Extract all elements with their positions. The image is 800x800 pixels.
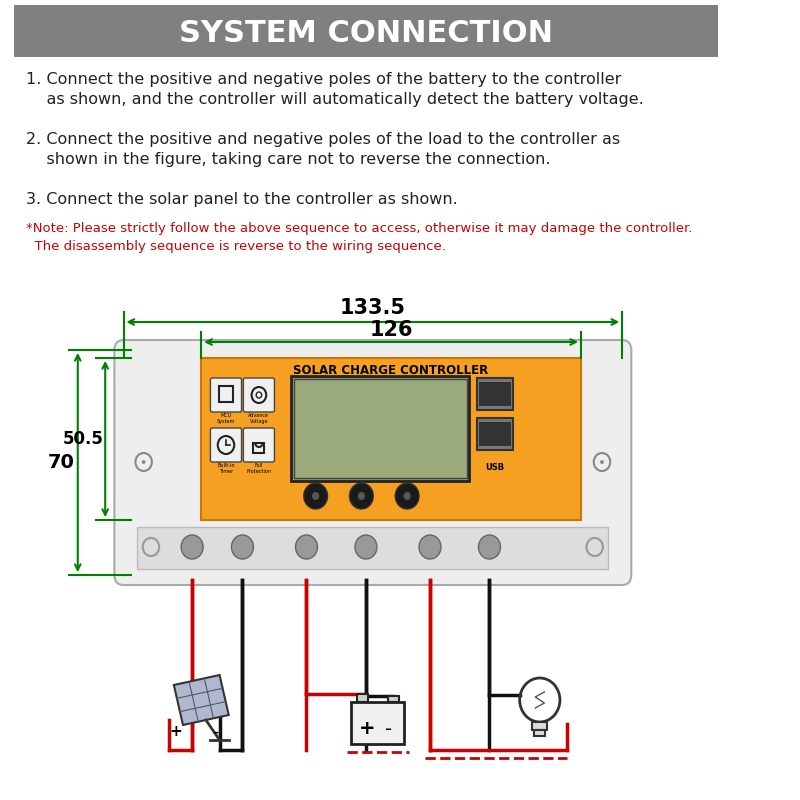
- Bar: [291, 376, 470, 481]
- Bar: [477, 378, 514, 410]
- Text: +: +: [170, 725, 182, 739]
- FancyBboxPatch shape: [114, 340, 631, 585]
- Circle shape: [419, 535, 441, 559]
- Bar: [477, 418, 514, 450]
- Bar: [138, 527, 609, 569]
- FancyBboxPatch shape: [210, 378, 242, 412]
- Circle shape: [304, 483, 327, 509]
- Text: Built-in
Timer: Built-in Timer: [218, 463, 234, 474]
- Text: -: -: [212, 723, 218, 741]
- Text: USB: USB: [486, 463, 505, 473]
- Circle shape: [395, 483, 419, 509]
- Text: 126: 126: [370, 320, 413, 340]
- Text: 2. Connect the positive and negative poles of the load to the controller as: 2. Connect the positive and negative pol…: [26, 132, 620, 147]
- Text: Advance
Voltage: Advance Voltage: [249, 413, 270, 424]
- Text: SOLAR CHARGE CONTROLLER: SOLAR CHARGE CONTROLLER: [294, 363, 489, 377]
- Bar: [479, 422, 510, 446]
- Circle shape: [312, 492, 319, 500]
- Bar: [294, 379, 466, 478]
- Circle shape: [295, 535, 318, 559]
- Circle shape: [231, 535, 254, 559]
- Text: 70: 70: [48, 453, 75, 472]
- Text: +: +: [358, 719, 375, 738]
- FancyBboxPatch shape: [243, 428, 274, 462]
- Text: *Note: Please strictly follow the above sequence to access, otherwise it may dam: *Note: Please strictly follow the above …: [26, 222, 692, 235]
- Bar: [14, 5, 718, 57]
- Bar: [357, 694, 368, 702]
- Circle shape: [358, 492, 365, 500]
- Circle shape: [600, 460, 604, 464]
- Text: 1. Connect the positive and negative poles of the battery to the controller: 1. Connect the positive and negative pol…: [26, 72, 621, 87]
- Bar: [534, 730, 546, 736]
- Text: 133.5: 133.5: [340, 298, 406, 318]
- Text: -: -: [386, 719, 392, 738]
- Text: Full
Protection: Full Protection: [246, 463, 271, 474]
- Text: SYSTEM CONNECTION: SYSTEM CONNECTION: [179, 18, 553, 47]
- Circle shape: [142, 460, 146, 464]
- Bar: [388, 696, 399, 702]
- Circle shape: [181, 535, 203, 559]
- Text: 50.5: 50.5: [62, 430, 103, 448]
- Circle shape: [350, 483, 374, 509]
- Bar: [533, 722, 547, 730]
- Text: The disassembly sequence is reverse to the wiring sequence.: The disassembly sequence is reverse to t…: [26, 240, 446, 253]
- FancyBboxPatch shape: [243, 378, 274, 412]
- Bar: [254, 443, 265, 453]
- Text: as shown, and the controller will automatically detect the battery voltage.: as shown, and the controller will automa…: [26, 92, 643, 107]
- Circle shape: [403, 492, 410, 500]
- Circle shape: [478, 535, 501, 559]
- Text: 3. Connect the solar panel to the controller as shown.: 3. Connect the solar panel to the contro…: [26, 192, 458, 207]
- Circle shape: [355, 535, 377, 559]
- Bar: [351, 702, 404, 744]
- Bar: [202, 358, 581, 520]
- FancyBboxPatch shape: [210, 428, 242, 462]
- Polygon shape: [174, 675, 229, 725]
- Bar: [218, 386, 234, 402]
- Bar: [479, 382, 510, 406]
- Text: shown in the figure, taking care not to reverse the connection.: shown in the figure, taking care not to …: [26, 152, 550, 167]
- Text: MCU
System: MCU System: [217, 413, 235, 424]
